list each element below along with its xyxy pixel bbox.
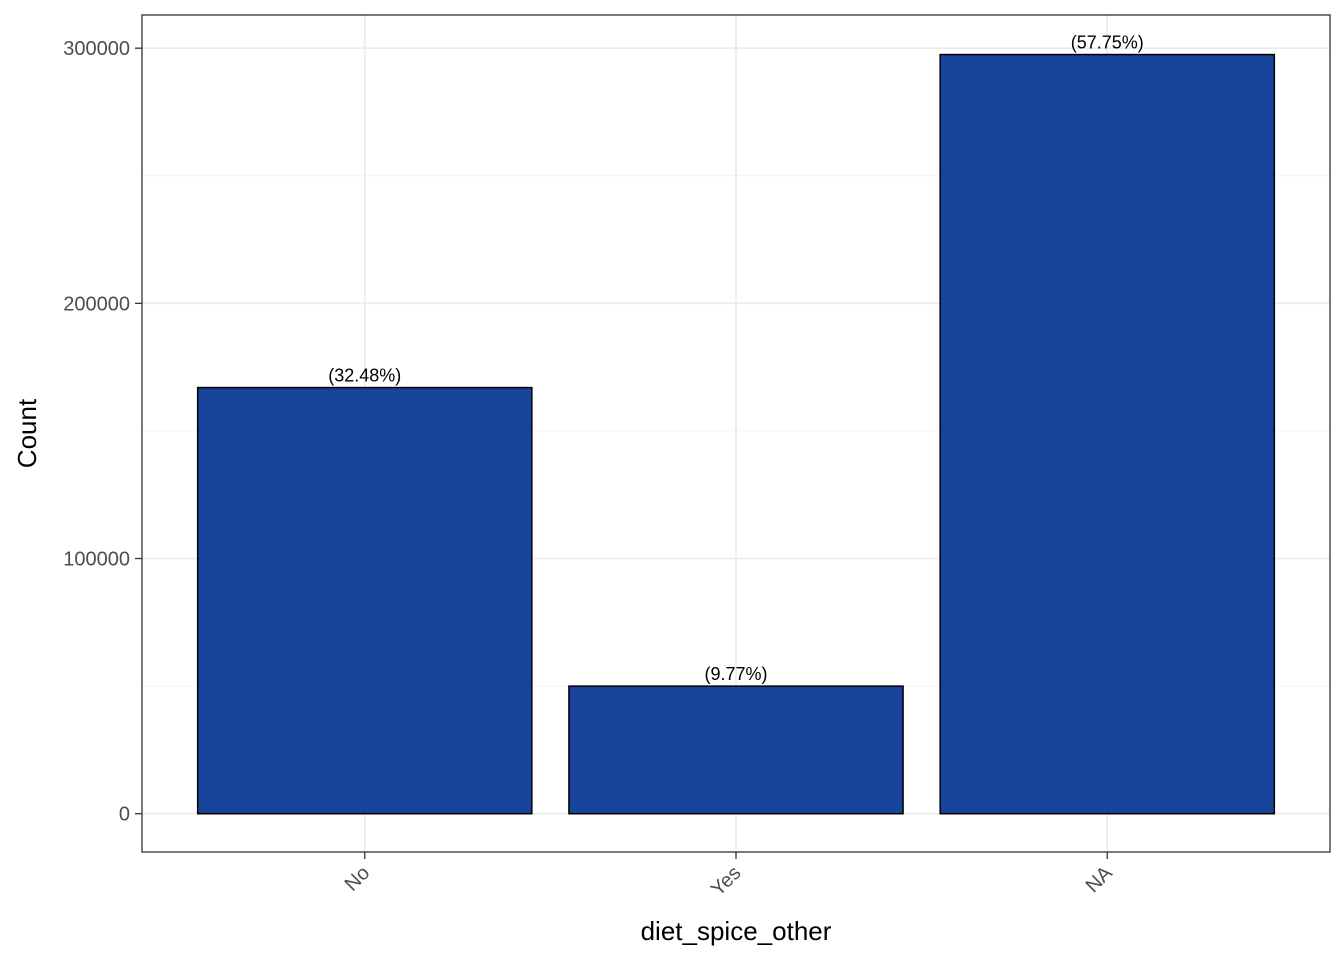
data-label: (57.75%): [1071, 33, 1144, 53]
data-label: (32.48%): [328, 366, 401, 386]
x-tick-label: Yes: [707, 862, 746, 901]
data-label: (9.77%): [704, 664, 767, 684]
y-tick-label: 200000: [63, 293, 130, 315]
y-tick-label: 300000: [63, 38, 130, 60]
x-axis-title: diet_spice_other: [641, 916, 832, 946]
y-axis-title: Count: [12, 398, 42, 468]
bar-no: [196, 386, 533, 815]
y-axis: 0 100000 200000 300000: [63, 38, 142, 826]
bar-na: [939, 53, 1276, 815]
bar-yes: [568, 685, 904, 815]
y-tick-label: 0: [119, 804, 130, 826]
x-tick-label: NA: [1082, 862, 1118, 898]
x-axis: No Yes NA: [341, 852, 1118, 901]
bars-layer: [196, 53, 1276, 815]
y-tick-label: 100000: [63, 549, 130, 571]
data-labels-layer: (32.48%) (9.77%) (57.75%): [328, 33, 1144, 685]
x-tick-label: No: [341, 862, 375, 896]
